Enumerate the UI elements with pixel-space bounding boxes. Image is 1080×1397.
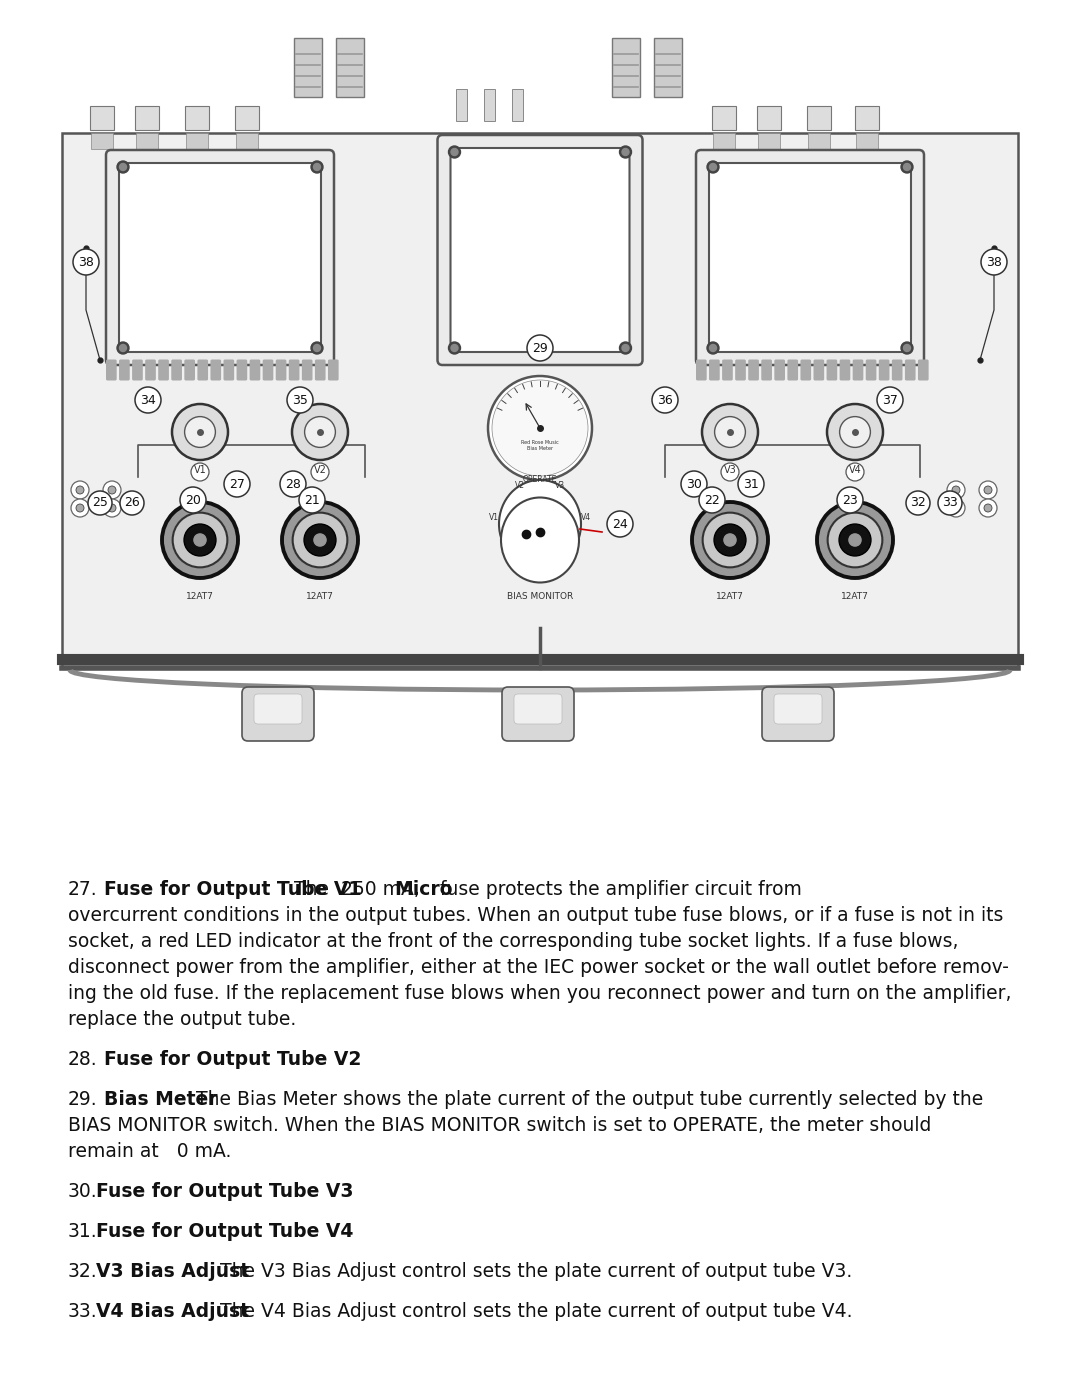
Text: V2: V2 xyxy=(313,465,326,475)
FancyBboxPatch shape xyxy=(237,133,258,149)
Text: 12AT7: 12AT7 xyxy=(716,592,744,601)
Text: V2: V2 xyxy=(515,482,525,490)
Text: The Bias Meter shows the plate current of the output tube currently selected by : The Bias Meter shows the plate current o… xyxy=(184,1090,983,1109)
FancyBboxPatch shape xyxy=(288,359,299,380)
Circle shape xyxy=(620,342,632,353)
FancyBboxPatch shape xyxy=(224,359,234,380)
Circle shape xyxy=(984,504,993,511)
Text: Red Rose Music: Red Rose Music xyxy=(522,440,558,444)
Circle shape xyxy=(724,534,737,546)
Text: Micro: Micro xyxy=(394,880,453,900)
FancyBboxPatch shape xyxy=(853,359,863,380)
FancyBboxPatch shape xyxy=(136,133,158,149)
FancyBboxPatch shape xyxy=(905,359,916,380)
Circle shape xyxy=(951,486,960,495)
Circle shape xyxy=(120,163,126,170)
FancyBboxPatch shape xyxy=(762,687,834,740)
Text: overcurrent conditions in the output tubes. When an output tube fuse blows, or i: overcurrent conditions in the output tub… xyxy=(68,907,1003,925)
Circle shape xyxy=(703,513,757,567)
FancyBboxPatch shape xyxy=(198,359,208,380)
Text: 31: 31 xyxy=(743,478,759,490)
Circle shape xyxy=(707,342,719,353)
Text: ing the old fuse. If the replacement fuse blows when you reconnect power and tur: ing the old fuse. If the replacement fus… xyxy=(68,983,1012,1003)
FancyBboxPatch shape xyxy=(807,106,831,130)
FancyBboxPatch shape xyxy=(787,359,798,380)
Text: fuse protects the amplifier circuit from: fuse protects the amplifier circuit from xyxy=(434,880,801,900)
Circle shape xyxy=(699,488,725,513)
Circle shape xyxy=(710,163,716,170)
FancyBboxPatch shape xyxy=(761,359,772,380)
Text: V4: V4 xyxy=(849,465,862,475)
Circle shape xyxy=(721,462,739,481)
FancyBboxPatch shape xyxy=(159,359,168,380)
Circle shape xyxy=(527,335,553,360)
Circle shape xyxy=(185,416,215,447)
Circle shape xyxy=(816,502,893,578)
Circle shape xyxy=(311,462,329,481)
Text: 27.: 27. xyxy=(68,880,97,900)
FancyBboxPatch shape xyxy=(866,359,876,380)
Text: 33.: 33. xyxy=(68,1302,97,1322)
Text: V4: V4 xyxy=(581,514,591,522)
FancyBboxPatch shape xyxy=(328,359,339,380)
Text: BIAS MONITOR switch. When the BIAS MONITOR switch is set to OPERATE, the meter s: BIAS MONITOR switch. When the BIAS MONIT… xyxy=(68,1116,931,1134)
Circle shape xyxy=(305,416,336,447)
Circle shape xyxy=(313,163,321,170)
FancyBboxPatch shape xyxy=(502,687,573,740)
Circle shape xyxy=(622,345,629,352)
Circle shape xyxy=(939,490,962,515)
Circle shape xyxy=(714,524,746,556)
Text: The  250 mA,: The 250 mA, xyxy=(287,880,431,900)
FancyBboxPatch shape xyxy=(294,38,322,96)
Circle shape xyxy=(827,404,883,460)
Text: replace the output tube.: replace the output tube. xyxy=(68,1010,296,1030)
FancyBboxPatch shape xyxy=(135,106,159,130)
Text: 25: 25 xyxy=(92,496,108,510)
Text: 31.: 31. xyxy=(68,1222,97,1241)
Circle shape xyxy=(622,148,629,155)
Text: 33: 33 xyxy=(942,496,958,510)
FancyBboxPatch shape xyxy=(132,359,143,380)
FancyBboxPatch shape xyxy=(62,133,1018,668)
Circle shape xyxy=(451,148,458,155)
Ellipse shape xyxy=(499,481,581,569)
Text: V3: V3 xyxy=(724,465,737,475)
Text: 35: 35 xyxy=(292,394,308,407)
FancyBboxPatch shape xyxy=(484,89,495,122)
FancyBboxPatch shape xyxy=(708,163,912,352)
FancyBboxPatch shape xyxy=(774,359,785,380)
FancyBboxPatch shape xyxy=(696,359,706,380)
Circle shape xyxy=(313,345,321,352)
Circle shape xyxy=(87,490,112,515)
Circle shape xyxy=(71,481,89,499)
FancyBboxPatch shape xyxy=(710,359,719,380)
Circle shape xyxy=(839,524,870,556)
FancyBboxPatch shape xyxy=(336,38,364,96)
Circle shape xyxy=(702,404,758,460)
Circle shape xyxy=(978,499,997,517)
Circle shape xyxy=(292,404,348,460)
Circle shape xyxy=(108,504,116,511)
Circle shape xyxy=(448,342,460,353)
FancyBboxPatch shape xyxy=(254,694,302,724)
Circle shape xyxy=(846,462,864,481)
Text: 28.: 28. xyxy=(68,1051,97,1069)
Circle shape xyxy=(947,481,966,499)
FancyBboxPatch shape xyxy=(315,359,325,380)
Ellipse shape xyxy=(501,497,579,583)
FancyBboxPatch shape xyxy=(301,359,312,380)
Circle shape xyxy=(180,488,206,513)
Text: 38: 38 xyxy=(986,256,1002,268)
Circle shape xyxy=(839,416,870,447)
Circle shape xyxy=(984,486,993,495)
Text: 32.: 32. xyxy=(68,1261,97,1281)
Circle shape xyxy=(282,502,357,578)
Text: 24: 24 xyxy=(612,517,627,531)
Circle shape xyxy=(488,376,592,481)
Circle shape xyxy=(837,488,863,513)
Text: The V3 Bias Adjust control sets the plate current of output tube V3.: The V3 Bias Adjust control sets the plat… xyxy=(208,1261,852,1281)
Text: 32: 32 xyxy=(910,496,926,510)
Text: 12AT7: 12AT7 xyxy=(841,592,869,601)
Circle shape xyxy=(311,161,323,173)
